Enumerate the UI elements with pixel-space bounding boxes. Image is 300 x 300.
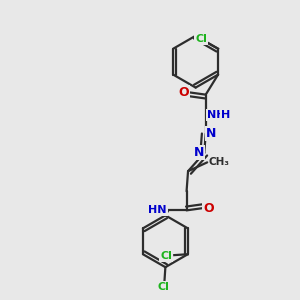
Text: Cl: Cl [195, 34, 207, 44]
Text: Cl: Cl [160, 251, 172, 261]
Text: N: N [194, 146, 204, 159]
Text: HN: HN [148, 205, 167, 215]
Text: NH: NH [207, 110, 225, 120]
Text: O: O [203, 202, 214, 214]
Text: Cl: Cl [158, 282, 170, 292]
Text: H: H [221, 110, 230, 120]
Text: CH₃: CH₃ [209, 158, 230, 167]
Text: N: N [206, 127, 216, 140]
Text: O: O [178, 86, 189, 99]
